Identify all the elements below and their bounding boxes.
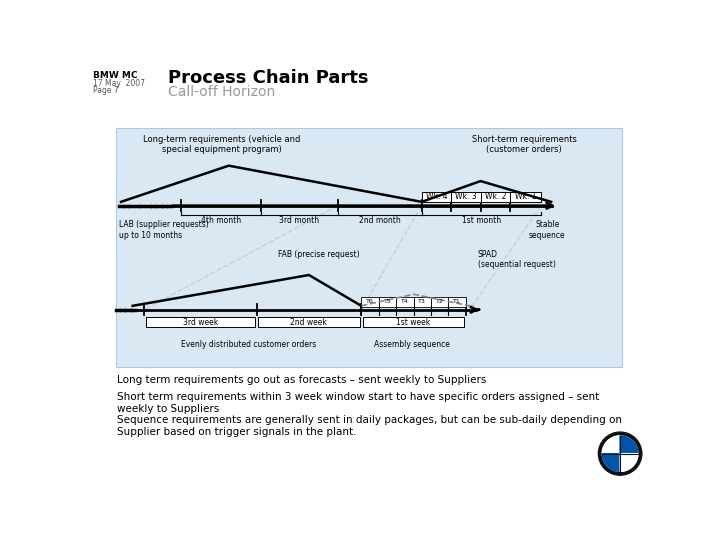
Text: Process Chain Parts: Process Chain Parts bbox=[168, 69, 368, 86]
Text: Assembly sequence: Assembly sequence bbox=[374, 340, 449, 349]
Text: Long term requirements go out as forecasts – sent weekly to Suppliers: Long term requirements go out as forecas… bbox=[117, 375, 487, 385]
Bar bbox=[510, 192, 541, 202]
Polygon shape bbox=[603, 436, 620, 454]
Circle shape bbox=[598, 432, 642, 475]
Bar bbox=[431, 298, 449, 307]
Bar bbox=[145, 318, 255, 327]
Text: Short term requirements within 3 week window start to have specific orders assig: Short term requirements within 3 week wi… bbox=[117, 392, 599, 414]
Bar bbox=[258, 318, 360, 327]
Polygon shape bbox=[603, 454, 620, 471]
Text: Page 7: Page 7 bbox=[93, 85, 119, 94]
Text: T2: T2 bbox=[436, 300, 444, 305]
Text: T1: T1 bbox=[454, 300, 461, 305]
Text: T5: T5 bbox=[384, 300, 391, 305]
Bar bbox=[363, 318, 464, 327]
Text: Short-term requirements
(customer orders): Short-term requirements (customer orders… bbox=[472, 135, 577, 154]
Text: Wk. 4: Wk. 4 bbox=[426, 192, 447, 201]
Circle shape bbox=[603, 436, 638, 471]
Bar bbox=[116, 128, 622, 367]
Text: BMW MC: BMW MC bbox=[93, 71, 138, 80]
Text: 3rd month: 3rd month bbox=[279, 217, 319, 226]
Text: 1st month: 1st month bbox=[462, 217, 501, 226]
Text: FAB (precise request): FAB (precise request) bbox=[278, 249, 359, 259]
Bar bbox=[379, 298, 396, 307]
Text: 1st week: 1st week bbox=[397, 318, 431, 327]
Text: 4th month: 4th month bbox=[201, 217, 241, 226]
Polygon shape bbox=[620, 436, 638, 454]
Text: Wk. 2: Wk. 2 bbox=[485, 192, 506, 201]
Text: T4: T4 bbox=[401, 300, 409, 305]
Text: Wk. 3: Wk. 3 bbox=[455, 192, 477, 201]
Bar bbox=[422, 192, 451, 202]
Text: SPAD
(sequential request): SPAD (sequential request) bbox=[477, 249, 555, 269]
Bar bbox=[361, 298, 379, 307]
Text: Wk. 1: Wk. 1 bbox=[515, 192, 536, 201]
Text: T3: T3 bbox=[418, 300, 426, 305]
Bar bbox=[481, 192, 510, 202]
Text: Sequence requirements are generally sent in daily packages, but can be sub-daily: Sequence requirements are generally sent… bbox=[117, 415, 622, 437]
Text: T6: T6 bbox=[366, 300, 374, 305]
Bar bbox=[396, 298, 413, 307]
Text: Stable
sequence: Stable sequence bbox=[529, 220, 566, 240]
Text: 3rd week: 3rd week bbox=[183, 318, 218, 327]
Text: Evenly distributed customer orders: Evenly distributed customer orders bbox=[181, 340, 317, 349]
Polygon shape bbox=[620, 454, 638, 471]
Text: LAB (supplier requests)
up to 10 months: LAB (supplier requests) up to 10 months bbox=[120, 220, 210, 240]
Bar bbox=[449, 298, 466, 307]
Text: Long-term requirements (vehicle and
special equipment program): Long-term requirements (vehicle and spec… bbox=[143, 135, 300, 154]
Text: 2nd month: 2nd month bbox=[359, 217, 401, 226]
Text: 2nd week: 2nd week bbox=[290, 318, 328, 327]
Bar bbox=[413, 298, 431, 307]
Text: 17 May  2007: 17 May 2007 bbox=[93, 79, 145, 87]
Text: Call-off Horizon: Call-off Horizon bbox=[168, 85, 275, 99]
Bar bbox=[451, 192, 481, 202]
